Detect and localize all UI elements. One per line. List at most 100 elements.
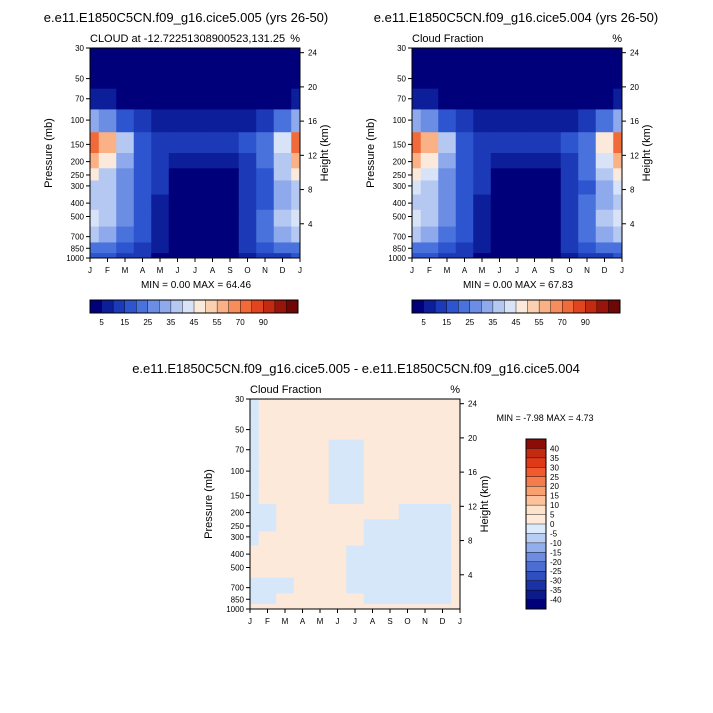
heatmap-cell (98, 180, 117, 195)
heatmap-cell (578, 63, 597, 90)
heatmap-cell (398, 483, 417, 505)
colorbar-swatch (423, 299, 436, 314)
heatmap-cell (133, 63, 152, 90)
heatmap-cell (133, 168, 152, 181)
heatmap-cell (525, 109, 544, 133)
heatmap-cell (256, 226, 275, 243)
heatmap-cell (291, 194, 301, 211)
height-tick-label: 8 (630, 186, 635, 195)
colorbar-swatch (562, 299, 575, 314)
colorbar-label: -30 (550, 577, 562, 586)
heatmap-cell (473, 180, 492, 195)
month-tick-label: F (105, 266, 110, 275)
heatmap-cell (346, 604, 365, 610)
y-axis-title-control: Pressure (mb) (365, 118, 377, 188)
heatmap-cell (438, 48, 457, 64)
heatmap-cell (363, 531, 382, 546)
heatmap-cell (116, 168, 135, 181)
heatmap-cell (490, 168, 509, 181)
heatmap-cell (250, 519, 260, 532)
colorbar-control: 5 15 25 35 45 55 70 90 (411, 299, 621, 327)
heatmap-cell (490, 109, 509, 133)
heatmap-cell (276, 593, 295, 605)
panel-left-label-case: CLOUD at -12.72251308900523,131.25 (90, 33, 285, 45)
heatmap-cell (578, 253, 597, 259)
colorbar-swatch (525, 580, 547, 591)
pressure-tick-label: 850 (71, 244, 85, 253)
heatmap-cell (451, 519, 461, 532)
heatmap-cell (238, 88, 257, 110)
heatmap-cell (613, 242, 623, 254)
heatmap-cell (420, 194, 439, 211)
heatmap-cell (438, 132, 457, 154)
heatmap-cell (291, 180, 301, 195)
heatmap-cell (256, 63, 275, 90)
heatmap-cell (186, 209, 205, 227)
pressure-tick-label: 50 (397, 75, 406, 84)
heatmap-cell (578, 48, 597, 64)
colorbar-label: 45 (512, 318, 521, 327)
heatmap-cell (543, 209, 562, 227)
heatmap-cell (412, 153, 422, 169)
heatmap-cell (90, 63, 100, 90)
heatmap-cell (116, 109, 135, 133)
colorbar-label: 40 (550, 444, 559, 453)
heatmap-cell (311, 604, 330, 610)
heatmap-cell (508, 180, 527, 195)
heatmap-cell (133, 48, 152, 64)
heatmap-cell (238, 48, 257, 64)
heatmap-cell (276, 399, 295, 415)
heatmap-cell (90, 48, 100, 64)
colorbar-swatch (550, 299, 563, 314)
heatmap-cell (273, 168, 292, 181)
heatmap-cell (420, 109, 439, 133)
heatmap-cell (508, 63, 527, 90)
heatmap-cell (203, 168, 222, 181)
heatmap-cell (451, 560, 461, 578)
heatmap-cell (398, 593, 417, 605)
heatmap-cell (258, 545, 277, 562)
month-tick-label: N (422, 617, 428, 626)
heatmap-cell (98, 168, 117, 181)
heatmap-cell (381, 439, 400, 461)
heatmap-cell (258, 577, 277, 594)
heatmap-cell (238, 194, 257, 211)
heatmap-cell (133, 226, 152, 243)
colorbar-label: -35 (550, 586, 562, 595)
heatmap-cell (151, 180, 170, 195)
pressure-tick-label: 250 (393, 171, 407, 180)
heatmap-cell (258, 483, 277, 505)
colorbar-label: 20 (550, 482, 559, 491)
heatmap-cell (311, 560, 330, 578)
heatmap-cell (273, 209, 292, 227)
height-tick-label: 4 (468, 571, 473, 580)
heatmap-cell (116, 132, 135, 154)
heatmap-cell (398, 545, 417, 562)
heatmap-cell (98, 242, 117, 254)
heatmap-cell (221, 209, 240, 227)
heatmap-cell (363, 483, 382, 505)
heatmap-cell (328, 560, 347, 578)
heatmap-cell (151, 253, 170, 259)
heatmap-cell (490, 88, 509, 110)
panel-title-control: e.e11.E1850C5CN.f09_g16.cice5.004 (yrs 2… (374, 10, 659, 25)
heatmap-cell (250, 560, 260, 578)
heatmap-cell (525, 209, 544, 227)
heatmap-cell (490, 132, 509, 154)
heatmap-cell (438, 88, 457, 110)
colorbar-label: -25 (550, 567, 562, 576)
heatmap-cell (416, 519, 435, 532)
panel-title-diff: e.e11.E1850C5CN.f09_g16.cice5.005 - e.e1… (132, 361, 580, 376)
month-tick-label: A (532, 266, 538, 275)
heatmap-cell (451, 399, 461, 415)
heatmap-cell (508, 194, 527, 211)
pressure-tick-label: 1000 (66, 254, 84, 263)
heatmap-cell (203, 194, 222, 211)
heatmap-cell (133, 242, 152, 254)
colorbar-label: 30 (550, 463, 559, 472)
heatmap-cell (116, 242, 135, 254)
heatmap-cell (328, 531, 347, 546)
heatmap-cell (151, 109, 170, 133)
pressure-tick-label: 50 (75, 75, 84, 84)
heatmap-cell (133, 180, 152, 195)
